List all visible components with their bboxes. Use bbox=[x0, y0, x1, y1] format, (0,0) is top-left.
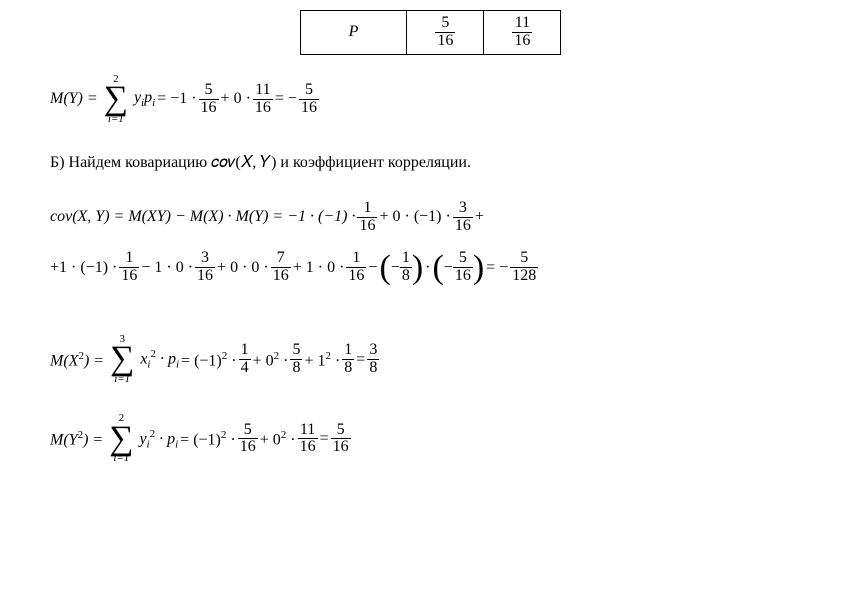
text: = bbox=[356, 351, 365, 369]
text: + 02 · bbox=[253, 350, 289, 370]
fraction: 716 bbox=[271, 250, 291, 285]
fraction: 516 bbox=[299, 82, 319, 117]
text: + 12 · bbox=[304, 350, 340, 370]
lhs: M(Y) = bbox=[50, 90, 98, 108]
equation-cov-line1: cov(X, Y) = M(XY) − M(X) · M(Y) = −1 · (… bbox=[50, 200, 811, 235]
fraction: 58 bbox=[290, 342, 302, 377]
text: + 02 · bbox=[260, 429, 296, 449]
sum-symbol: 3 ∑ i=1 bbox=[110, 335, 134, 384]
table-cell: 1116 bbox=[484, 11, 561, 55]
equation-my: M(Y) = 2 ∑ i=1 yipi = −1 · 516 + 0 · 111… bbox=[50, 75, 811, 124]
fraction: 5128 bbox=[510, 250, 538, 285]
lhs: M(X2) = bbox=[50, 350, 104, 370]
fraction: 316 bbox=[195, 250, 215, 285]
text: + 0 · bbox=[221, 90, 251, 108]
text: + bbox=[475, 208, 484, 226]
fraction: 116 bbox=[346, 250, 366, 285]
text: − bbox=[368, 259, 377, 277]
text: = bbox=[320, 430, 329, 448]
text: = − bbox=[275, 90, 297, 108]
table-cell: 516 bbox=[407, 11, 484, 55]
paren-frac: (− 516 ) bbox=[432, 250, 484, 285]
lhs: cov(X, Y) = M(XY) − M(X) · M(Y) = −1 · (… bbox=[50, 208, 355, 226]
sum-symbol: 2 ∑ i=1 bbox=[109, 414, 133, 463]
text: + 0 · 0 · bbox=[217, 259, 269, 277]
fraction: 516 bbox=[199, 82, 219, 117]
table: P 516 1116 bbox=[300, 10, 562, 55]
fraction: 14 bbox=[239, 342, 251, 377]
text: = − bbox=[486, 259, 508, 277]
fraction: 18 bbox=[342, 342, 354, 377]
text: − 1 · 0 · bbox=[141, 259, 193, 277]
text: = −1 · bbox=[157, 90, 196, 108]
fraction: 38 bbox=[367, 342, 379, 377]
fraction: 1116 bbox=[253, 82, 273, 117]
heading-b: Б) Найдем ковариацию 𝑐𝑜𝑣(𝑋, 𝑌) и коэффиц… bbox=[50, 154, 811, 172]
text: = (−1)2 · bbox=[180, 429, 236, 449]
fraction: 1116 bbox=[298, 422, 318, 457]
text: + 1 · 0 · bbox=[293, 259, 345, 277]
equation-my2: M(Y2) = 2 ∑ i=1 yi2 · pi = (−1)2 · 516 +… bbox=[50, 414, 811, 463]
text: = (−1)2 · bbox=[181, 350, 237, 370]
term: xi2 · pi bbox=[140, 348, 179, 371]
paren-frac: (− 18 ) bbox=[379, 250, 423, 285]
fraction: 516 bbox=[331, 422, 351, 457]
sum-symbol: 2 ∑ i=1 bbox=[104, 75, 128, 124]
fraction: 516 bbox=[238, 422, 258, 457]
equation-mx2: M(X2) = 3 ∑ i=1 xi2 · pi = (−1)2 · 14 + … bbox=[50, 335, 811, 384]
lhs: M(Y2) = bbox=[50, 429, 103, 449]
text: + 0 · (−1) · bbox=[379, 208, 450, 226]
term: yipi bbox=[134, 89, 155, 109]
table-row-label: P bbox=[300, 11, 407, 55]
equation-cov-line2: +1 · (−1) · 116 − 1 · 0 · 316 + 0 · 0 · … bbox=[50, 250, 811, 285]
probability-table: P 516 1116 bbox=[50, 10, 811, 55]
text: · bbox=[425, 259, 430, 277]
fraction: 316 bbox=[453, 200, 473, 235]
fraction: 116 bbox=[357, 200, 377, 235]
fraction: 116 bbox=[119, 250, 139, 285]
term: yi2 · pi bbox=[139, 428, 178, 451]
text: +1 · (−1) · bbox=[50, 259, 117, 277]
